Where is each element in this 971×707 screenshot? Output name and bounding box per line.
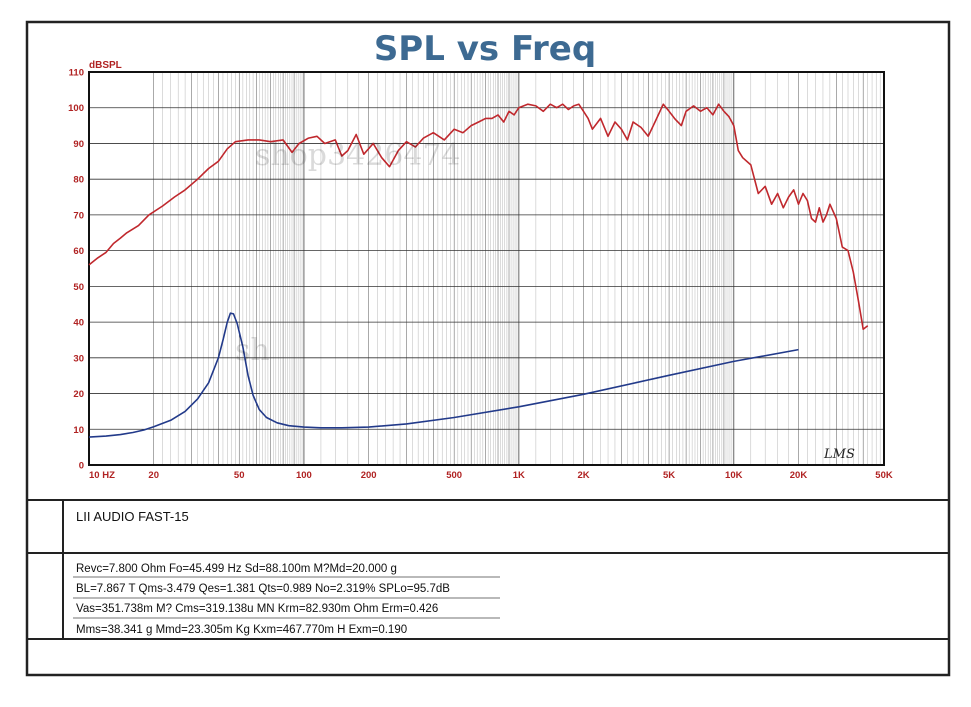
y-tick-label: 100 [68, 103, 84, 114]
chart-title: SPL vs Freq [374, 29, 596, 69]
chart-annotation: LMS [823, 447, 855, 462]
x-tick-label: 1K [513, 470, 525, 481]
param-line: Revc=7.800 Ohm Fo=45.499 Hz Sd=88.100m M… [76, 563, 397, 575]
y-tick-label: 0 [79, 461, 84, 472]
y-tick-label: 90 [73, 139, 84, 150]
y-tick-label: 20 [73, 389, 84, 400]
grid [89, 71, 884, 466]
param-line: BL=7.867 T Qms-3.479 Qes=1.381 Qts=0.989… [76, 583, 450, 595]
x-tick-label: 500 [446, 470, 462, 481]
sheet-frame [25, 20, 951, 677]
x-tick-label: 100 [296, 470, 312, 481]
series-group [88, 103, 869, 438]
watermark: shop3426474 [255, 138, 461, 173]
y-tick-label: 60 [73, 246, 84, 257]
param-line: Vas=351.738m M? Cms=319.138u MN Krm=82.9… [76, 603, 438, 615]
plot-frame [88, 71, 885, 466]
x-tick-label: 20K [790, 470, 808, 481]
watermark-2: sh [235, 333, 270, 368]
param-line: Mms=38.341 g Mmd=23.305m Kg Kxm=467.770m… [76, 624, 407, 636]
x-tick-label: 50 [234, 470, 245, 481]
impedance-line [88, 312, 799, 438]
y-tick-label: 30 [73, 353, 84, 364]
y-axis-label: dBSPL [89, 60, 122, 71]
spl-response-line [88, 103, 869, 330]
y-tick-label: 10 [73, 425, 84, 436]
x-tick-label: 50K [875, 470, 893, 481]
x-tick-label: 5K [663, 470, 675, 481]
y-tick-label: 70 [73, 210, 84, 221]
x-tick-label: 2K [577, 470, 589, 481]
x-tick-label: 10K [725, 470, 743, 481]
x-tick-label: 10 HZ [89, 470, 115, 481]
y-tick-label: 40 [73, 318, 84, 329]
x-tick-labels: 10 HZ 20 50 100 200 500 1K 2K 5K 10K 20K 50K [89, 470, 893, 481]
y-tick-label: 110 [69, 68, 84, 79]
x-tick-label: 200 [361, 470, 377, 481]
x-tick-label: 20 [148, 470, 159, 481]
y-tick-labels: 0 10 20 30 40 50 60 70 80 90 100 110 [68, 68, 84, 472]
y-tick-label: 80 [73, 175, 84, 186]
y-tick-label: 50 [73, 282, 84, 293]
speaker-name: LII AUDIO FAST-15 [76, 509, 189, 524]
